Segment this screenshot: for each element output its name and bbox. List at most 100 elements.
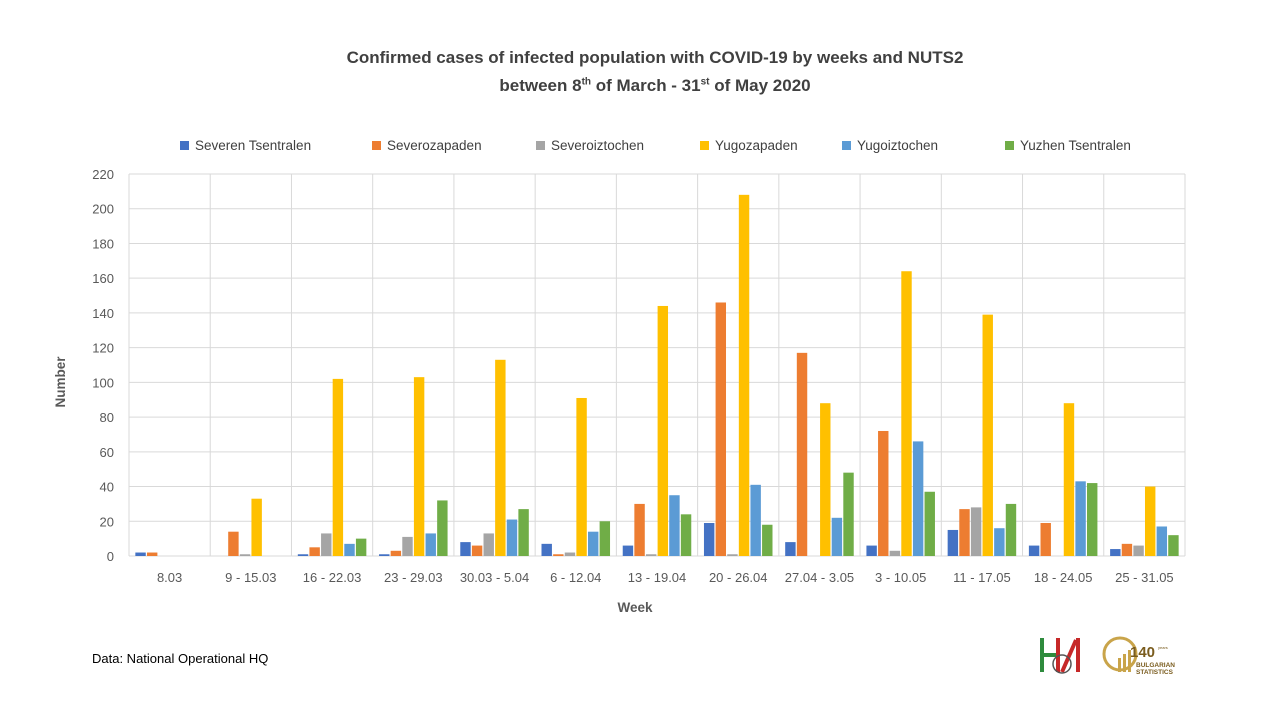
- bar-yugozapaden-10: [982, 314, 993, 556]
- y-tick-label: 180: [92, 236, 114, 251]
- bar-severen-tsentralen-0: [135, 552, 146, 556]
- bar-severen-tsentralen-10: [947, 529, 959, 556]
- title-sup-th: th: [581, 76, 592, 88]
- x-tick-label: 16 - 22.03: [303, 570, 362, 585]
- bar-yugoiztochen-9: [912, 441, 924, 556]
- bar-yugozapaden-3: [413, 377, 425, 556]
- title-part-b: of March - 31: [591, 76, 701, 95]
- bar-severoiztochen-6: [645, 554, 657, 556]
- logo-number: 140: [1130, 644, 1155, 661]
- bar-yugozapaden-2: [332, 378, 344, 556]
- logo-text-line2: STATISTICS: [1136, 669, 1174, 676]
- bar-yuzhen-tsentralen-9: [924, 491, 935, 556]
- legend-item-yugoiztochen: Yugoiztochen: [842, 138, 938, 153]
- bar-severen-tsentralen-12: [1110, 549, 1121, 556]
- x-tick-label: 20 - 26.04: [709, 570, 768, 585]
- y-tick-label: 80: [100, 410, 114, 425]
- x-tick-label: 9 - 15.03: [225, 570, 276, 585]
- bar-severoiztochen-9: [889, 550, 901, 556]
- y-tick-label: 0: [107, 549, 114, 564]
- legend-item-yuzhen-tsentralen: Yuzhen Tsentralen: [1005, 138, 1131, 153]
- legend-swatch: [1005, 141, 1014, 150]
- y-tick-label: 120: [92, 341, 114, 356]
- y-tick-label: 220: [92, 167, 114, 182]
- legend-label: Yugozapaden: [715, 138, 798, 153]
- bar-yuzhen-tsentralen-4: [518, 509, 529, 556]
- legend-swatch: [536, 141, 545, 150]
- bar-severozapaden-5: [553, 554, 564, 556]
- bar-severen-tsentralen-3: [379, 554, 390, 556]
- bar-yugozapaden-1: [251, 498, 262, 556]
- bar-severen-tsentralen-2: [297, 554, 309, 556]
- title-part-a: between 8: [499, 76, 582, 95]
- title-part-c: of May 2020: [709, 76, 811, 95]
- y-tick-label: 140: [92, 306, 114, 321]
- bar-severen-tsentralen-6: [622, 545, 634, 556]
- bar-severozapaden-4: [471, 545, 483, 556]
- bar-yuzhen-tsentralen-7: [762, 524, 773, 556]
- y-tick-label: 160: [92, 271, 114, 286]
- bar-severozapaden-3: [390, 550, 402, 556]
- bar-severen-tsentralen-7: [703, 523, 715, 556]
- logo-small-text: years: [1158, 645, 1168, 650]
- bar-yugozapaden-9: [901, 271, 912, 556]
- chart-title-line1: Confirmed cases of infected population w…: [346, 48, 964, 67]
- bar-severoiztochen-1: [239, 554, 251, 556]
- bar-yugoiztochen-11: [1075, 481, 1086, 556]
- x-tick-label: 3 - 10.05: [875, 570, 926, 585]
- x-tick-label: 18 - 24.05: [1034, 570, 1093, 585]
- y-tick-label: 40: [100, 480, 114, 495]
- bar-yugozapaden-5: [576, 397, 587, 556]
- y-tick-label: 20: [100, 514, 114, 529]
- bar-severen-tsentralen-11: [1028, 545, 1040, 556]
- legend-swatch: [700, 141, 709, 150]
- bar-severen-tsentralen-5: [541, 543, 552, 556]
- legend-label: Severozapaden: [387, 138, 482, 153]
- bar-severoiztochen-7: [727, 554, 738, 556]
- bar-severozapaden-7: [715, 302, 727, 556]
- bar-severozapaden-1: [228, 531, 239, 556]
- logos: 140 years BULGARIAN STATISTICS: [1040, 636, 1175, 676]
- nsi-logo: [1040, 638, 1080, 674]
- data-source-note: Data: National Operational HQ: [92, 651, 269, 666]
- bar-yuzhen-tsentralen-10: [1005, 503, 1017, 556]
- bar-severen-tsentralen-8: [785, 542, 796, 556]
- bar-severozapaden-10: [959, 509, 970, 556]
- chart-title-line2: between 8th of March - 31st of May 2020: [0, 72, 1280, 100]
- bar-yuzhen-tsentralen-2: [355, 538, 367, 556]
- bar-severozapaden-12: [1121, 543, 1133, 556]
- legend-item-severen-tsentralen: Severen Tsentralen: [180, 138, 311, 153]
- bar-yuzhen-tsentralen-12: [1168, 535, 1179, 556]
- x-tick-label: 27.04 - 3.05: [785, 570, 854, 585]
- logo-text-line1: BULGARIAN: [1136, 662, 1175, 669]
- bar-yugoiztochen-8: [831, 517, 843, 556]
- legend-item-yugozapaden: Yugozapaden: [700, 138, 798, 153]
- y-tick-label: 100: [92, 375, 114, 390]
- chart-legend: Severen Tsentralen Severozapaden Severoizt…: [0, 138, 1280, 158]
- bar-yugoiztochen-12: [1156, 526, 1168, 556]
- x-tick-label: 25 - 31.05: [1115, 570, 1174, 585]
- legend-swatch: [842, 141, 851, 150]
- bar-yugozapaden-6: [657, 305, 669, 556]
- bar-yugoiztochen-2: [344, 543, 355, 556]
- x-tick-label: 11 - 17.05: [953, 570, 1011, 585]
- legend-item-severoiztochen: Severoiztochen: [536, 138, 644, 153]
- bar-severozapaden-11: [1040, 523, 1051, 556]
- bar-severozapaden-8: [796, 352, 808, 556]
- legend-swatch: [180, 141, 189, 150]
- anniversary-140-logo: 140 years BULGARIAN STATISTICS: [1102, 636, 1175, 676]
- bar-severozapaden-6: [634, 503, 645, 556]
- bar-severoiztochen-5: [564, 552, 576, 556]
- bar-yuzhen-tsentralen-5: [599, 521, 611, 556]
- bar-severoiztochen-2: [321, 533, 332, 556]
- bar-severen-tsentralen-9: [866, 545, 877, 556]
- y-tick-label: 60: [100, 445, 114, 460]
- x-axis-title: Week: [617, 600, 653, 615]
- bar-severen-tsentralen-4: [460, 542, 471, 556]
- x-tick-label: 8.03: [157, 570, 182, 585]
- bar-yugozapaden-11: [1063, 403, 1075, 556]
- x-tick-label: 30.03 - 5.04: [460, 570, 529, 585]
- legend-item-severozapaden: Severozapaden: [372, 138, 482, 153]
- bar-yugoiztochen-4: [506, 519, 518, 556]
